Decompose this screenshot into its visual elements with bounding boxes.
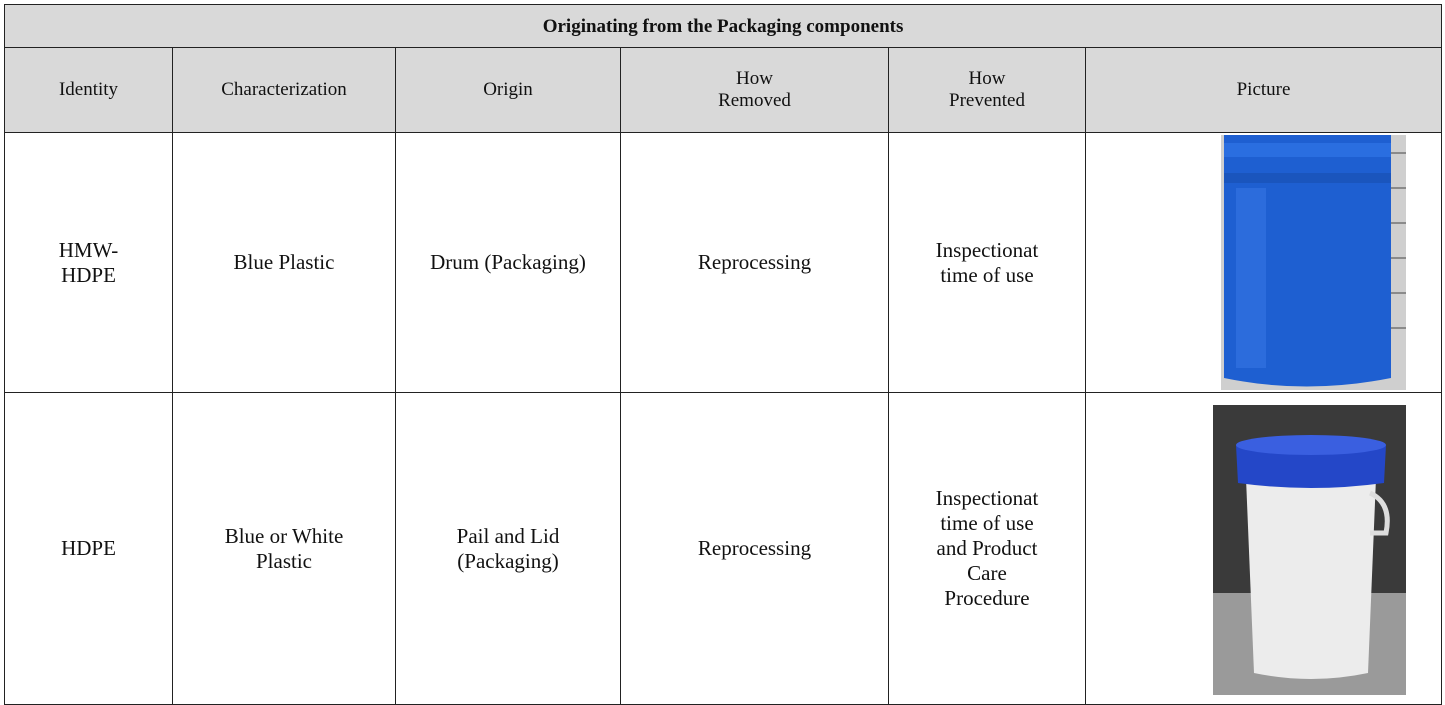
- header-cell: How Removed: [620, 47, 889, 133]
- pail-handle: [1368, 490, 1390, 536]
- table-row: HDPE Blue or White Plastic Pail and Lid …: [4, 392, 1443, 705]
- cell: Blue or White Plastic: [172, 392, 396, 705]
- cell-text: Blue or White Plastic: [224, 523, 344, 573]
- cell: Blue Plastic: [172, 132, 396, 393]
- header-cell: Characterization: [172, 47, 396, 133]
- pail-picture: [1213, 405, 1406, 695]
- cell: Inspectionat time of use and Product Car…: [888, 392, 1086, 705]
- header-cell: How Prevented: [888, 47, 1086, 133]
- pail-body: [1246, 478, 1376, 679]
- cell: HMW-HDPE: [4, 132, 173, 393]
- header-text: How Removed: [718, 68, 791, 111]
- drum-highlight: [1236, 188, 1266, 368]
- contaminant-table: Originating from the Packaging component…: [3, 4, 1443, 705]
- cell: Reprocessing: [620, 392, 889, 705]
- cell: Inspectionat time of use: [888, 132, 1086, 393]
- title-row: Originating from the Packaging component…: [3, 4, 1443, 48]
- cell-text: Pail and Lid (Packaging): [456, 523, 560, 573]
- cell: HDPE: [4, 392, 173, 705]
- header-cell: Identity: [4, 47, 173, 133]
- header-cell: Picture: [1084, 47, 1443, 133]
- table-row: HMW-HDPE Blue Plastic Drum (Packaging) R…: [4, 132, 1443, 393]
- cell-text: HMW-HDPE: [58, 237, 119, 287]
- drum-ring: [1224, 173, 1391, 183]
- picture-cell: [1084, 132, 1443, 393]
- cell: Pail and Lid (Packaging): [395, 392, 621, 705]
- cell: Drum (Packaging): [395, 132, 621, 393]
- drum-ring: [1224, 143, 1391, 157]
- lid-top: [1236, 435, 1386, 455]
- drum-picture: [1221, 135, 1406, 390]
- header-cell: Origin: [395, 47, 621, 133]
- picture-cell: [1084, 392, 1443, 705]
- header-text: How Prevented: [949, 68, 1025, 111]
- table-title: Originating from the Packaging component…: [3, 4, 1443, 48]
- header-row: Identity Characterization Origin How Rem…: [4, 47, 1443, 133]
- cell-text: Inspectionat time of use and Product Car…: [935, 486, 1039, 610]
- cell: Reprocessing: [620, 132, 889, 393]
- cell-text: Inspectionat time of use: [935, 237, 1039, 287]
